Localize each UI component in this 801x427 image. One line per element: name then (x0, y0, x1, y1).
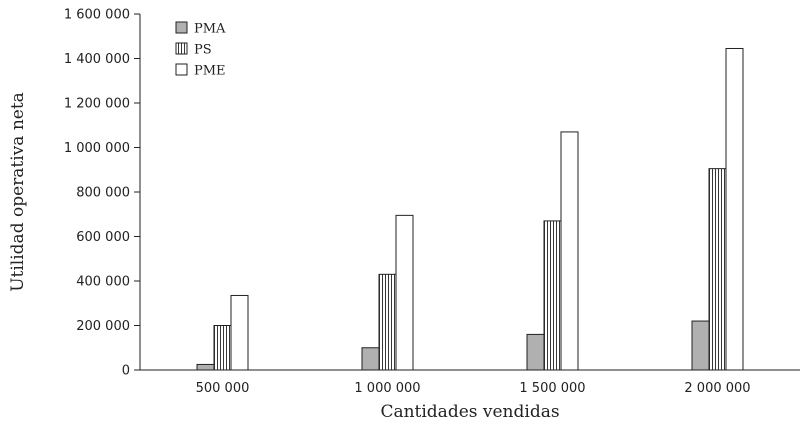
legend: PMA PS PME (175, 21, 226, 79)
x-tick-label: 2 000 000 (684, 381, 750, 396)
legend-swatch-ps (175, 42, 188, 55)
bars-group (196, 47, 744, 371)
bar-pma-1 (196, 363, 215, 371)
bar-pma-3 (526, 333, 545, 371)
x-tick-label: 1 500 000 (519, 381, 585, 396)
bar-ps-4 (708, 168, 727, 371)
y-tick-label: 1 600 000 (64, 8, 130, 23)
y-tick-label: 800 000 (76, 186, 130, 201)
bar-pme-1 (230, 294, 249, 371)
bar-ps-3 (543, 220, 562, 371)
y-tick-label: 600 000 (76, 230, 130, 245)
y-tick-label: 0 (122, 364, 130, 379)
x-axis-title: Cantidades vendidas (380, 402, 559, 422)
bar-pme-4 (725, 47, 744, 371)
bar-pma-2 (361, 347, 380, 371)
y-axis-ticks: 0 200 000 400 000 600 000 800 000 1 000 000 1 … (64, 8, 140, 379)
legend-label-pma: PMA (194, 22, 226, 37)
y-tick-label: 1 000 000 (64, 141, 130, 156)
y-tick-label: 200 000 (76, 319, 130, 334)
y-tick-label: 1 400 000 (64, 52, 130, 67)
x-axis-ticks: 500 000 1 000 000 1 500 000 2 000 000 (196, 381, 751, 396)
bar-ps-2 (378, 273, 397, 371)
y-axis-title: Utilidad operativa neta (8, 92, 28, 292)
bar-ps-1 (213, 325, 232, 371)
x-tick-label: 500 000 (196, 381, 250, 396)
legend-swatch-pme (175, 63, 188, 76)
legend-label-ps: PS (194, 43, 212, 58)
bar-pma-4 (691, 320, 710, 371)
bar-pme-2 (395, 214, 414, 371)
bar-pme-3 (560, 131, 579, 371)
legend-swatch-pma (175, 21, 188, 34)
y-tick-label: 1 200 000 (64, 97, 130, 112)
x-tick-label: 1 000 000 (354, 381, 420, 396)
y-tick-label: 400 000 (76, 275, 130, 290)
legend-label-pme: PME (194, 64, 226, 79)
